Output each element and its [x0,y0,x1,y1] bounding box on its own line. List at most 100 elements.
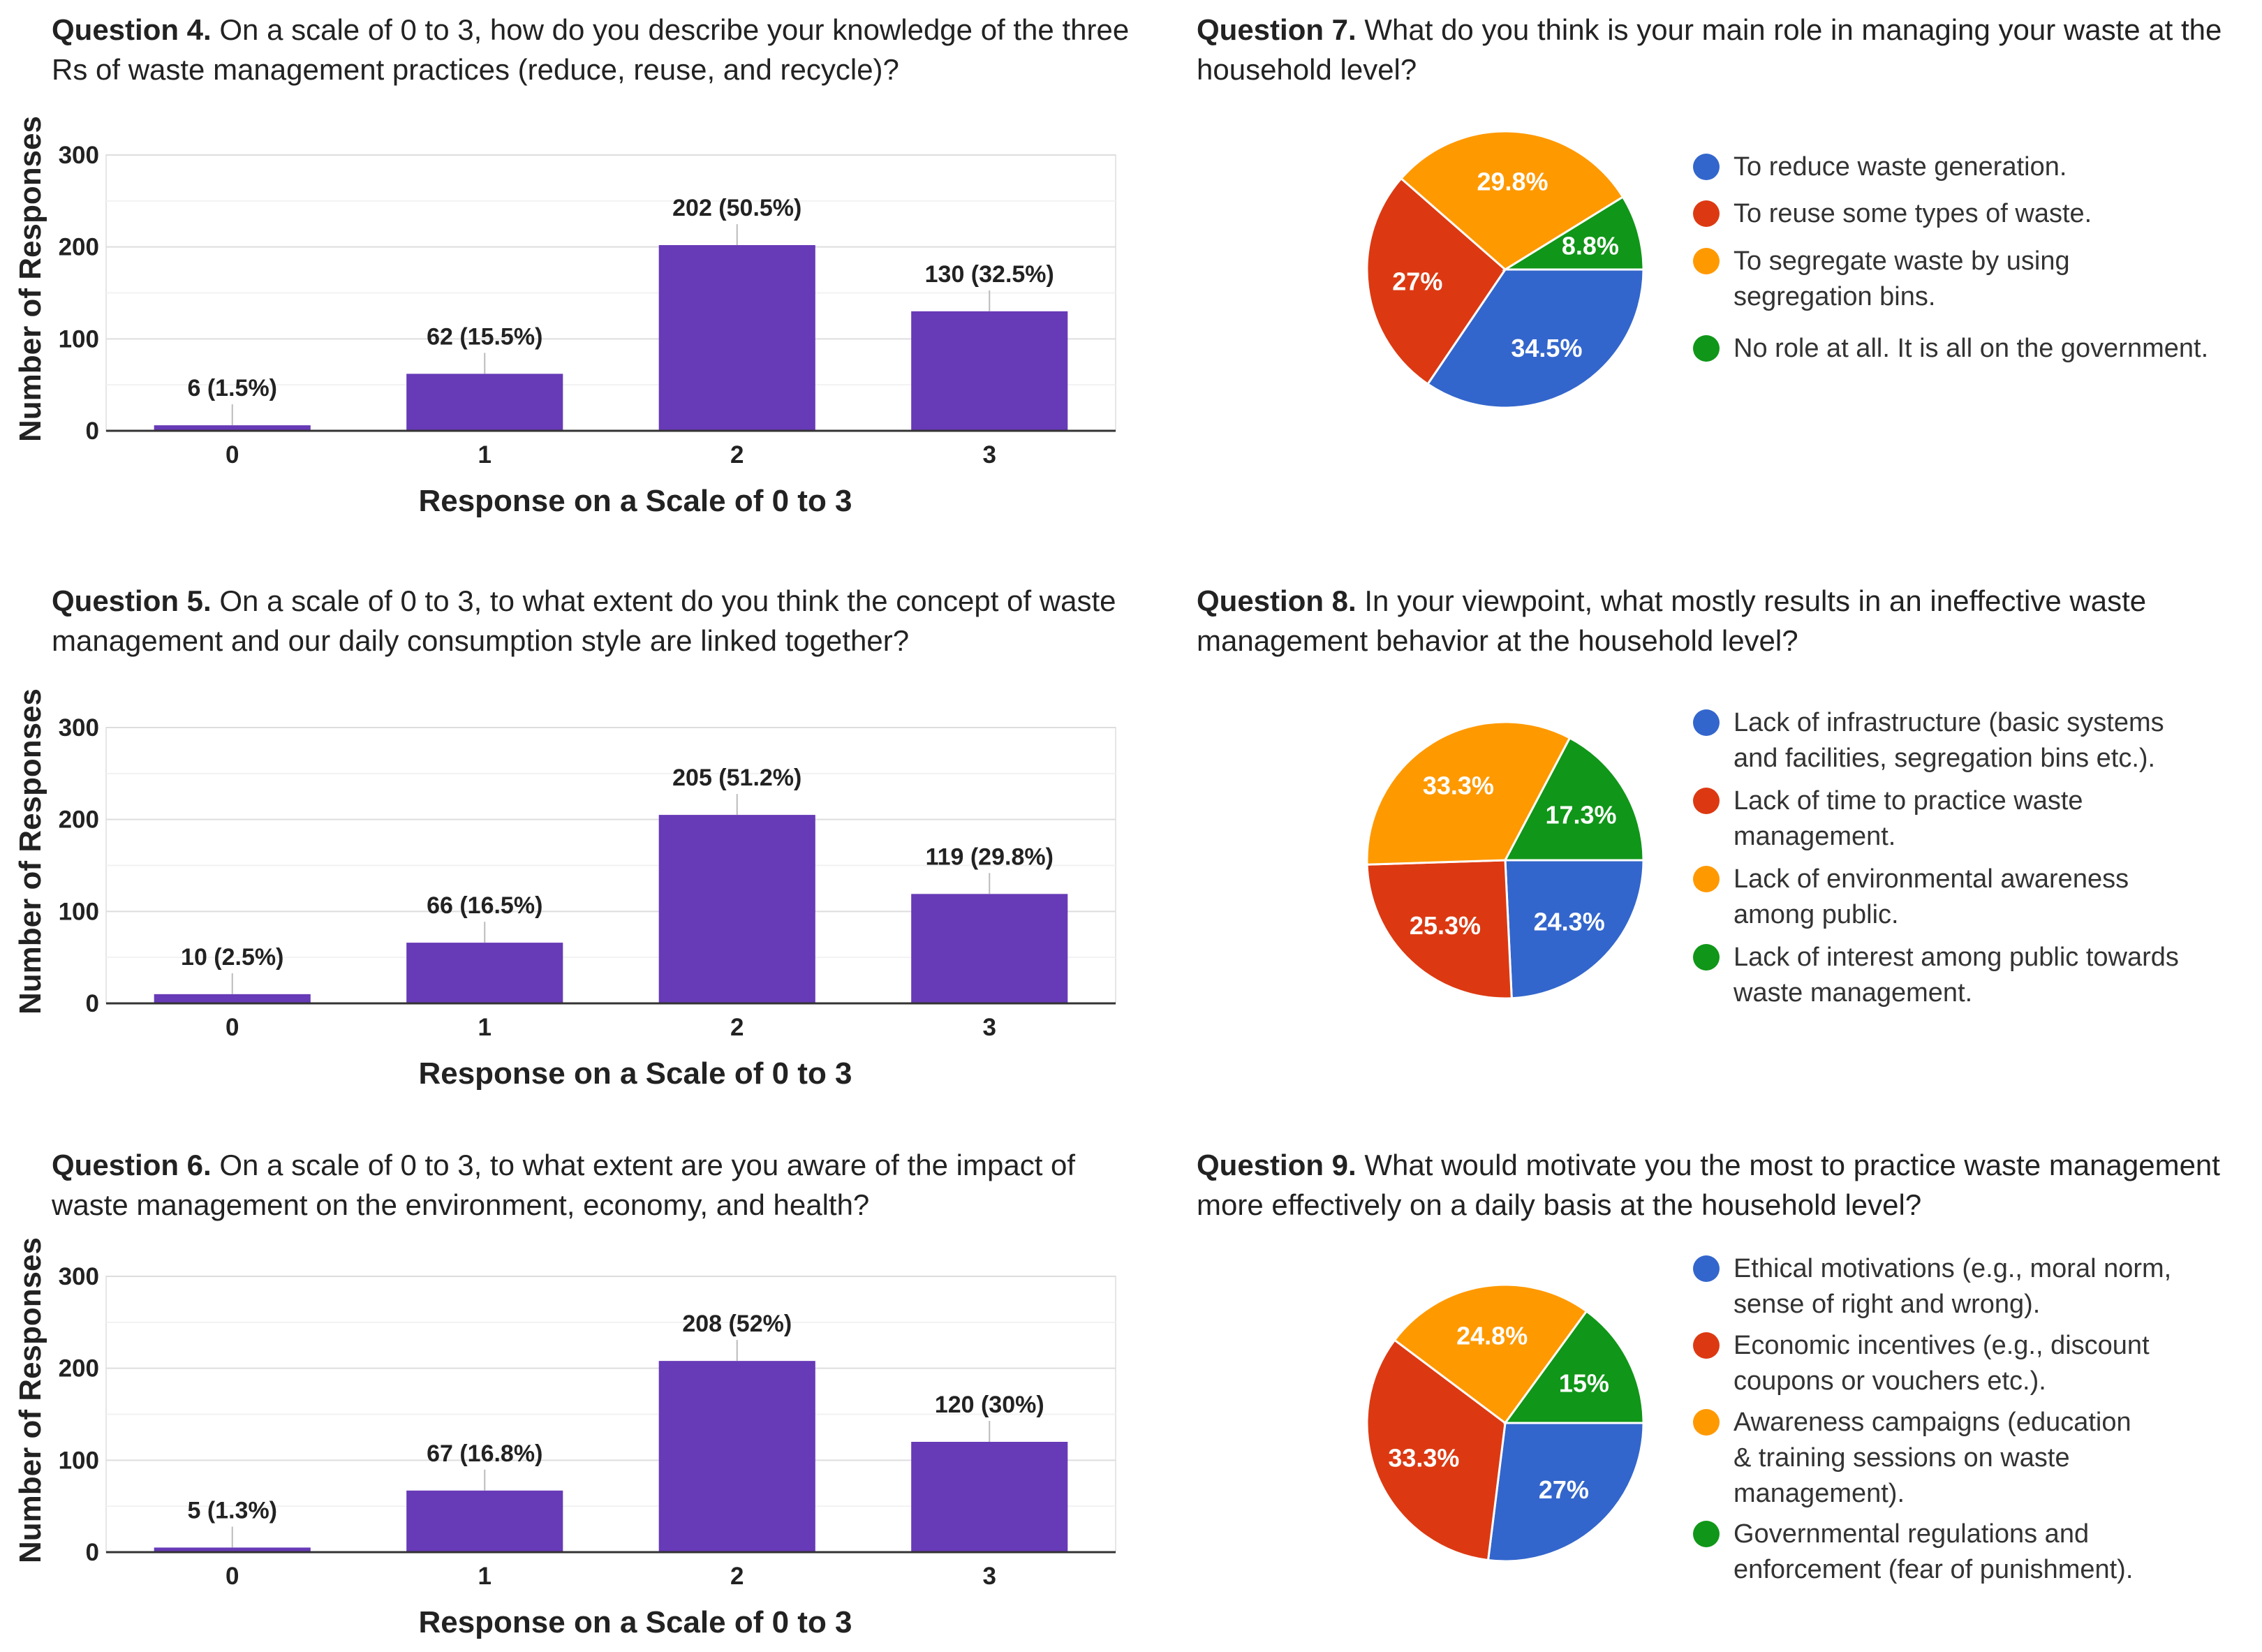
q9-legend-item: Economic incentives (e.g., discount coup… [1693,1328,2154,1399]
bar [406,1490,563,1552]
pie-slice-label: 27% [1539,1475,1589,1504]
q9-legend-item: Awareness campaigns (education & trainin… [1693,1405,2140,1512]
pie-slice-label: 17.3% [1545,801,1616,829]
pie-slice [1366,177,1507,386]
q6-panel: Question 6. On a scale of 0 to 3, to wha… [0,1135,1173,1652]
y-axis-title: Number of Responses [13,1237,47,1563]
legend-dot-icon [1693,248,1720,274]
q8-legend-item: Lack of infrastructure (basic systems an… [1693,705,2182,776]
q8-panel: Question 8. In your viewpoint, what most… [1173,573,2262,1117]
q9-panel: Question 9. What would motivate you the … [1173,1135,2262,1652]
q8-legend-item: Lack of environmental awareness among pu… [1693,862,2161,933]
q8-legend-label: Lack of infrastructure (basic systems an… [1734,708,2164,773]
pie-slice-label: 25.3% [1410,911,1481,940]
pie-slice [1399,130,1625,271]
y-tick-label: 100 [59,898,99,925]
q8-legend-label: Lack of time to practice waste managemen… [1734,786,2083,851]
bar-data-label: 208 (52%) [682,1311,792,1337]
q9-pie-chart: 27% 33.3% 24.8% 15% [1366,1283,1645,1563]
bar-data-label: 202 (50.5%) [672,195,801,221]
pie-slice-label: 15% [1559,1369,1609,1398]
pie-slice [1503,736,1645,862]
q9-legend-label: Awareness campaigns (education & trainin… [1734,1408,2131,1508]
x-tick-label: 2 [730,1014,744,1041]
q9-question-title: Question 9. What would motivate you the … [1197,1145,2244,1225]
q7-legend-label: No role at all. It is all on the governm… [1734,334,2209,363]
y-tick-label: 0 [86,1539,99,1566]
q9-legend-label: Economic incentives (e.g., discount coup… [1734,1331,2150,1396]
bar-data-label: 62 (15.5%) [427,323,542,350]
x-tick-label: 1 [478,441,491,469]
x-axis-title: Response on a Scale of 0 to 3 [418,484,852,518]
pie-slice-label: 33.3% [1388,1444,1459,1473]
bar-data-label: 130 (32.5%) [925,261,1054,288]
x-tick-label: 0 [226,441,239,469]
q7-legend-item: To reduce waste generation. [1693,149,2067,185]
x-tick-label: 3 [983,441,996,469]
pie-slice-label: 24.3% [1534,907,1605,936]
q6-bar-chart: 0 100 200 300 5 (1.3%) 0 67 (16.8%) 1 208 (52%) 2… [13,1237,1116,1639]
pie-slice [1366,1338,1507,1562]
q9-legend-item: Governmental regulations and enforcement… [1693,1517,2140,1588]
q6-question-text: On a scale of 0 to 3, to what extent are… [52,1149,1076,1221]
legend-dot-icon [1693,1255,1720,1282]
y-axis-title: Number of Responses [13,116,47,442]
q8-pie-chart: 24.3% 25.3% 33.3% 17.3% [1366,721,1645,1000]
y-tick-label: 100 [59,325,99,353]
bar [154,994,311,1003]
x-tick-label: 1 [478,1014,491,1041]
pie-slice [1501,196,1645,271]
legend-dot-icon [1693,944,1720,971]
bar [658,815,815,1003]
q7-legend-label: To segregate waste by using segregation … [1734,246,2070,311]
q9-question-number: Question 9. [1197,1149,1357,1181]
q5-panel: Question 5. On a scale of 0 to 3, to wha… [0,573,1173,1103]
legend-dot-icon [1693,866,1720,892]
bar-data-label: 66 (16.5%) [427,892,542,919]
pie-slice [1503,1309,1645,1424]
legend-dot-icon [1693,709,1720,736]
bar-data-label: 205 (51.2%) [672,765,801,791]
legend-dot-icon [1693,1521,1720,1547]
bar-data-label: 10 (2.5%) [181,944,283,971]
bar [658,245,815,431]
pie-slice [1366,859,1513,1000]
y-tick-label: 300 [59,714,99,742]
x-tick-label: 0 [226,1014,239,1041]
legend-dot-icon [1693,788,1720,814]
bar [154,1547,311,1552]
q8-legend-label: Lack of interest among public towards wa… [1734,943,2179,1008]
y-tick-label: 100 [59,1447,99,1474]
q4-bar-chart: 0 100 200 300 6 (1.5%) 0 62 (15.5%) 1 202 (50.5%… [13,116,1116,518]
legend-dot-icon [1693,1409,1720,1436]
q7-pie-chart: 34.5% 27% 29.8% 8.8% [1366,130,1645,409]
bar-data-label: 119 (29.8%) [926,843,1054,870]
pie-slice [1426,268,1645,409]
q7-question-number: Question 7. [1197,13,1357,46]
legend-dot-icon [1693,154,1720,180]
y-tick-label: 200 [59,806,99,834]
q5-question-title: Question 5. On a scale of 0 to 3, to wha… [52,581,1127,661]
x-axis-title: Response on a Scale of 0 to 3 [418,1605,852,1639]
pie-slice [1393,1283,1588,1425]
x-axis-title: Response on a Scale of 0 to 3 [418,1056,852,1091]
bar-data-label: 6 (1.5%) [188,375,278,401]
q7-panel: Question 7. What do you think is your ma… [1173,0,2262,552]
y-tick-label: 200 [59,234,99,261]
x-tick-label: 0 [226,1563,239,1590]
x-tick-label: 3 [983,1563,996,1590]
bar-data-label: 120 (30%) [935,1392,1044,1418]
q8-question-number: Question 8. [1197,584,1357,617]
q8-legend-label: Lack of environmental awareness among pu… [1734,864,2129,929]
q5-question-text: On a scale of 0 to 3, to what extent do … [52,584,1116,657]
q6-question-title: Question 6. On a scale of 0 to 3, to wha… [52,1145,1141,1225]
y-axis-title: Number of Responses [13,688,47,1015]
bar-data-label: 5 (1.3%) [188,1497,278,1524]
x-tick-label: 3 [983,1014,996,1041]
pie-slice [1366,721,1572,866]
q8-question-text: In your viewpoint, what mostly results i… [1197,584,2147,657]
y-tick-label: 0 [86,418,99,445]
x-tick-label: 1 [478,1563,491,1590]
legend-dot-icon [1693,1332,1720,1359]
q4-question-title: Question 4. On a scale of 0 to 3, how do… [52,10,1141,89]
